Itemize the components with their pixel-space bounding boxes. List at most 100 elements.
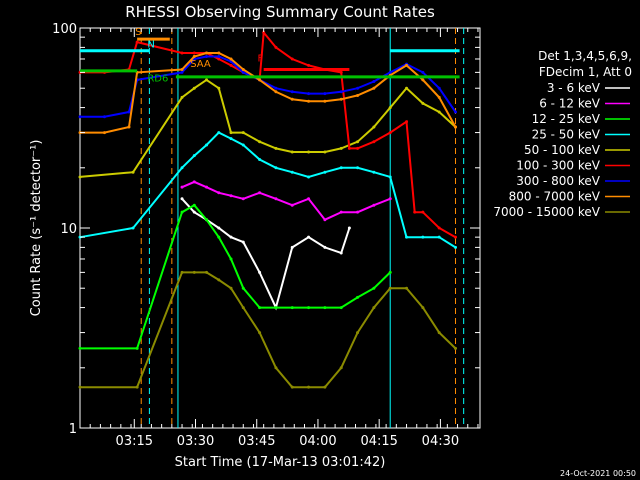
series-point [192,51,196,55]
series-point [405,235,409,239]
series-line [80,29,456,239]
series-point [192,203,196,207]
series-point [180,51,184,55]
series-point [258,331,262,335]
series-point [229,235,233,239]
series-point [274,366,278,370]
series-point [180,270,184,274]
series-point [290,90,294,94]
series-point [339,210,343,214]
series-point [274,146,278,150]
series-point [421,210,425,214]
series-point [205,270,209,274]
series-point [437,226,441,230]
legend-label: 300 - 800 keV [516,174,600,188]
series-point [454,245,458,249]
series-point [192,180,196,184]
x-tick-label: 04:15 [360,434,397,449]
series-point [388,286,392,290]
series-point [347,226,351,230]
series-point [388,175,392,179]
series-point [290,385,294,389]
legend-label: 3 - 6 keV [547,81,601,95]
series-line [79,78,457,178]
series-point [131,170,135,174]
series-point [372,286,376,290]
x-tick-label: 03:30 [177,434,214,449]
series-point [339,166,343,170]
series-point [454,110,458,114]
y-tick-label: 100 [52,22,77,37]
series-point [323,385,327,389]
series-point [356,331,360,335]
series-point [180,95,184,99]
series-point [339,97,343,101]
series-point [339,366,343,370]
series-point [372,125,376,129]
series-point [217,131,221,135]
series-point [217,86,221,90]
series-point [102,115,106,119]
series-point [180,68,184,72]
series-point [241,131,245,135]
series-point [241,68,245,72]
series-point [217,51,221,55]
series-point [258,306,262,310]
series-point [229,131,233,135]
series-point [258,158,262,162]
series-lines [78,29,458,389]
chart-title: RHESSI Observing Summary Count Rates [125,3,435,21]
series-point [356,295,360,299]
series-point [339,90,343,94]
y-tick-label: 10 [60,222,77,237]
legend-label: 12 - 25 keV [532,112,601,126]
series-point [262,30,266,34]
series-point [421,78,425,82]
series-point [78,385,82,389]
flag-label: N [147,39,154,50]
series-point [372,86,376,90]
flag-label: S [135,27,141,38]
series-point [258,270,262,274]
series-point [180,70,184,74]
y-axis-ticks: 1 10 100 [52,22,480,437]
flag-label: F [258,53,264,64]
x-axis-label: Start Time (17-Mar-13 03:01:42) [175,455,386,470]
series-point [372,80,376,84]
series-point [217,278,221,282]
series-point [454,125,458,129]
series-point [274,45,278,49]
series-point [372,140,376,144]
series-line [80,203,391,350]
series-point [307,235,311,239]
series-point [307,385,311,389]
series-point [192,86,196,90]
series-point [323,245,327,249]
legend-label: 6 - 12 keV [539,97,601,111]
series-point [229,194,233,198]
series-point [413,210,417,214]
series-point [454,235,458,239]
flag-label: SAA [190,59,211,70]
series-point [356,140,360,144]
series-point [217,57,221,61]
series-point [356,166,360,170]
series-point [241,143,245,147]
series-point [180,166,184,170]
series-point [217,55,221,59]
series-point [405,120,409,124]
series-point [307,99,311,103]
series-point [258,140,262,144]
vertical-markers [140,28,465,428]
legend: Det 1,3,4,5,6,9, FDecim 1, Att 0 3 - 6 k… [493,49,632,219]
series-point [307,197,311,201]
series-point [241,286,245,290]
series-point [421,101,425,105]
timestamp: 24-Oct-2021 00:50 [560,469,636,478]
legend-label: 800 - 7000 keV [509,190,601,204]
series-point [258,191,262,195]
y-axis-label: Count Rate (s⁻¹ detector⁻¹) [29,140,44,317]
series-line [80,52,457,134]
plot-area: SN SAA RD6 F 03:15 03:30 03:45 04:00 04:15 04:30… [52,22,481,449]
series-point [356,146,360,150]
